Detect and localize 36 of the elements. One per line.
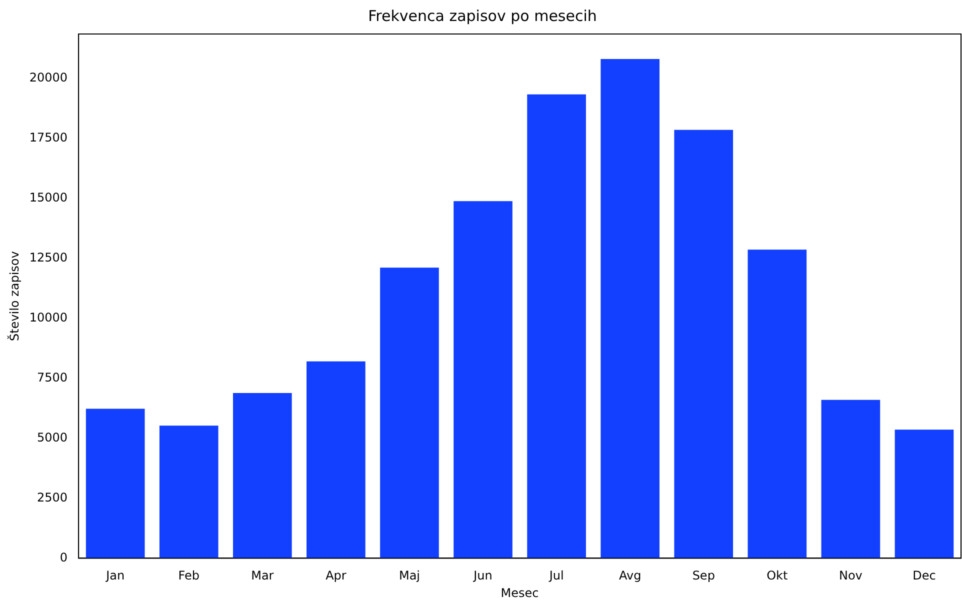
y-tick-label: 0 <box>60 550 68 564</box>
bar <box>748 250 807 558</box>
y-tick-label: 7500 <box>37 370 68 384</box>
bar <box>527 94 586 558</box>
y-tick-label: 12500 <box>29 250 68 265</box>
y-axis-title: Število zapisov <box>6 251 22 342</box>
bar <box>600 58 660 558</box>
x-tick-label: Jun <box>472 568 492 583</box>
bar <box>821 400 880 558</box>
y-tick-label: 20000 <box>29 70 68 85</box>
y-tick-label: 15000 <box>29 190 68 205</box>
x-tick-label: Maj <box>398 568 420 583</box>
x-tick-label: Jan <box>105 568 125 583</box>
x-tick-label: Apr <box>326 568 346 583</box>
y-tick-label: 17500 <box>29 130 68 145</box>
bar <box>233 392 292 558</box>
bar <box>380 268 439 558</box>
bar <box>454 201 512 558</box>
y-tick-label: 5000 <box>37 430 68 444</box>
x-tick-label: Jul <box>548 568 564 583</box>
x-tick-label: Okt <box>766 568 788 583</box>
bar <box>159 426 218 558</box>
bar <box>306 361 366 558</box>
x-tick-label: Mar <box>251 568 274 583</box>
bar <box>894 430 954 558</box>
x-tick-label: Feb <box>178 568 200 583</box>
bar <box>86 408 145 558</box>
x-tick-label: Avg <box>618 568 642 583</box>
y-tick-label: 2500 <box>37 490 68 504</box>
x-axis-title: Mesec <box>500 586 539 600</box>
bar <box>674 130 734 558</box>
x-tick-label: Dec <box>912 568 936 583</box>
chart-title: Frekvenca zapisov po mesecih <box>368 6 597 25</box>
x-tick-label: Nov <box>838 568 862 583</box>
x-tick-label: Sep <box>692 568 715 583</box>
y-tick-label: 10000 <box>29 310 68 325</box>
